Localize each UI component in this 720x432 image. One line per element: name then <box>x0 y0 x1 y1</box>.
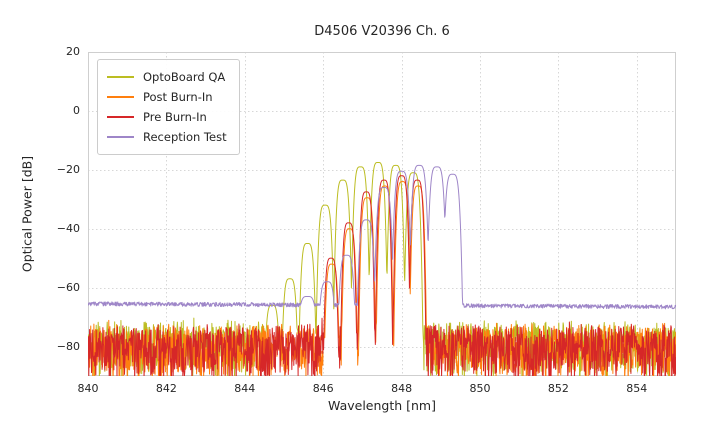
chart-title: D4506 V20396 Ch. 6 <box>314 24 450 39</box>
y-tick-label: −80 <box>56 339 80 353</box>
legend-item: Post Burn-In <box>107 87 227 107</box>
x-tick-label: 846 <box>312 382 334 395</box>
x-tick-label: 850 <box>469 382 491 395</box>
y-tick-label: 20 <box>66 45 80 58</box>
legend: OptoBoard QA Post Burn-In Pre Burn-In Recep… <box>97 59 240 155</box>
legend-item: OptoBoard QA <box>107 67 227 87</box>
legend-line-swatch <box>107 96 134 98</box>
legend-label: Post Burn-In <box>143 90 213 104</box>
legend-label: Pre Burn-In <box>143 110 207 124</box>
legend-item: Reception Test <box>107 127 227 147</box>
x-tick-label: 844 <box>234 382 256 395</box>
legend-label: Reception Test <box>143 130 227 144</box>
x-tick-label: 854 <box>626 382 648 395</box>
legend-line-swatch <box>107 76 134 78</box>
x-axis-label: Wavelength [nm] <box>328 398 436 413</box>
y-tick-label: −20 <box>56 162 80 176</box>
x-tick-label: 848 <box>391 382 413 395</box>
y-tick-label: −60 <box>56 280 80 294</box>
legend-line-swatch <box>107 116 134 118</box>
y-tick-label: 0 <box>73 103 80 117</box>
legend-label: OptoBoard QA <box>143 70 226 84</box>
y-tick-label: −40 <box>56 221 80 235</box>
x-tick-label: 842 <box>155 382 177 395</box>
legend-item: Pre Burn-In <box>107 107 227 127</box>
legend-line-swatch <box>107 136 134 138</box>
x-tick-label: 840 <box>77 382 99 395</box>
x-tick-label: 852 <box>547 382 569 395</box>
